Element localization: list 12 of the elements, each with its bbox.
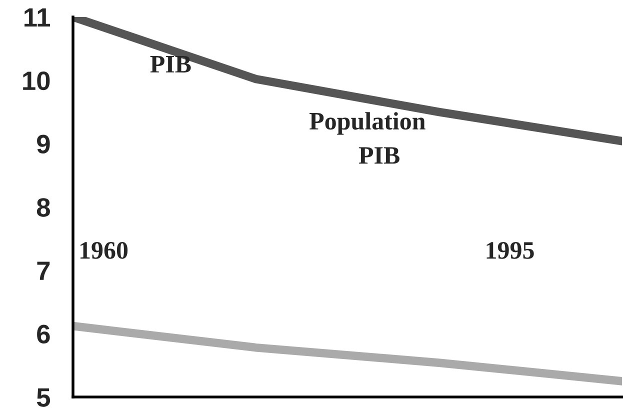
annotation: 1995 xyxy=(486,242,534,259)
annotation: 1960 xyxy=(80,242,128,259)
annotation: PIB xyxy=(358,147,400,164)
y-tick-label: 7 xyxy=(37,262,50,280)
y-tick-label: 8 xyxy=(36,198,50,217)
y-tick-label: 10 xyxy=(23,71,50,90)
y-tick-label: 9 xyxy=(37,134,50,154)
y-tick-label: 6 xyxy=(37,324,50,344)
annotation: Population xyxy=(309,112,426,135)
y-tick-label: 5 xyxy=(36,388,50,407)
annotation: PIB xyxy=(150,56,191,72)
y-tick-label: 11 xyxy=(24,8,50,27)
